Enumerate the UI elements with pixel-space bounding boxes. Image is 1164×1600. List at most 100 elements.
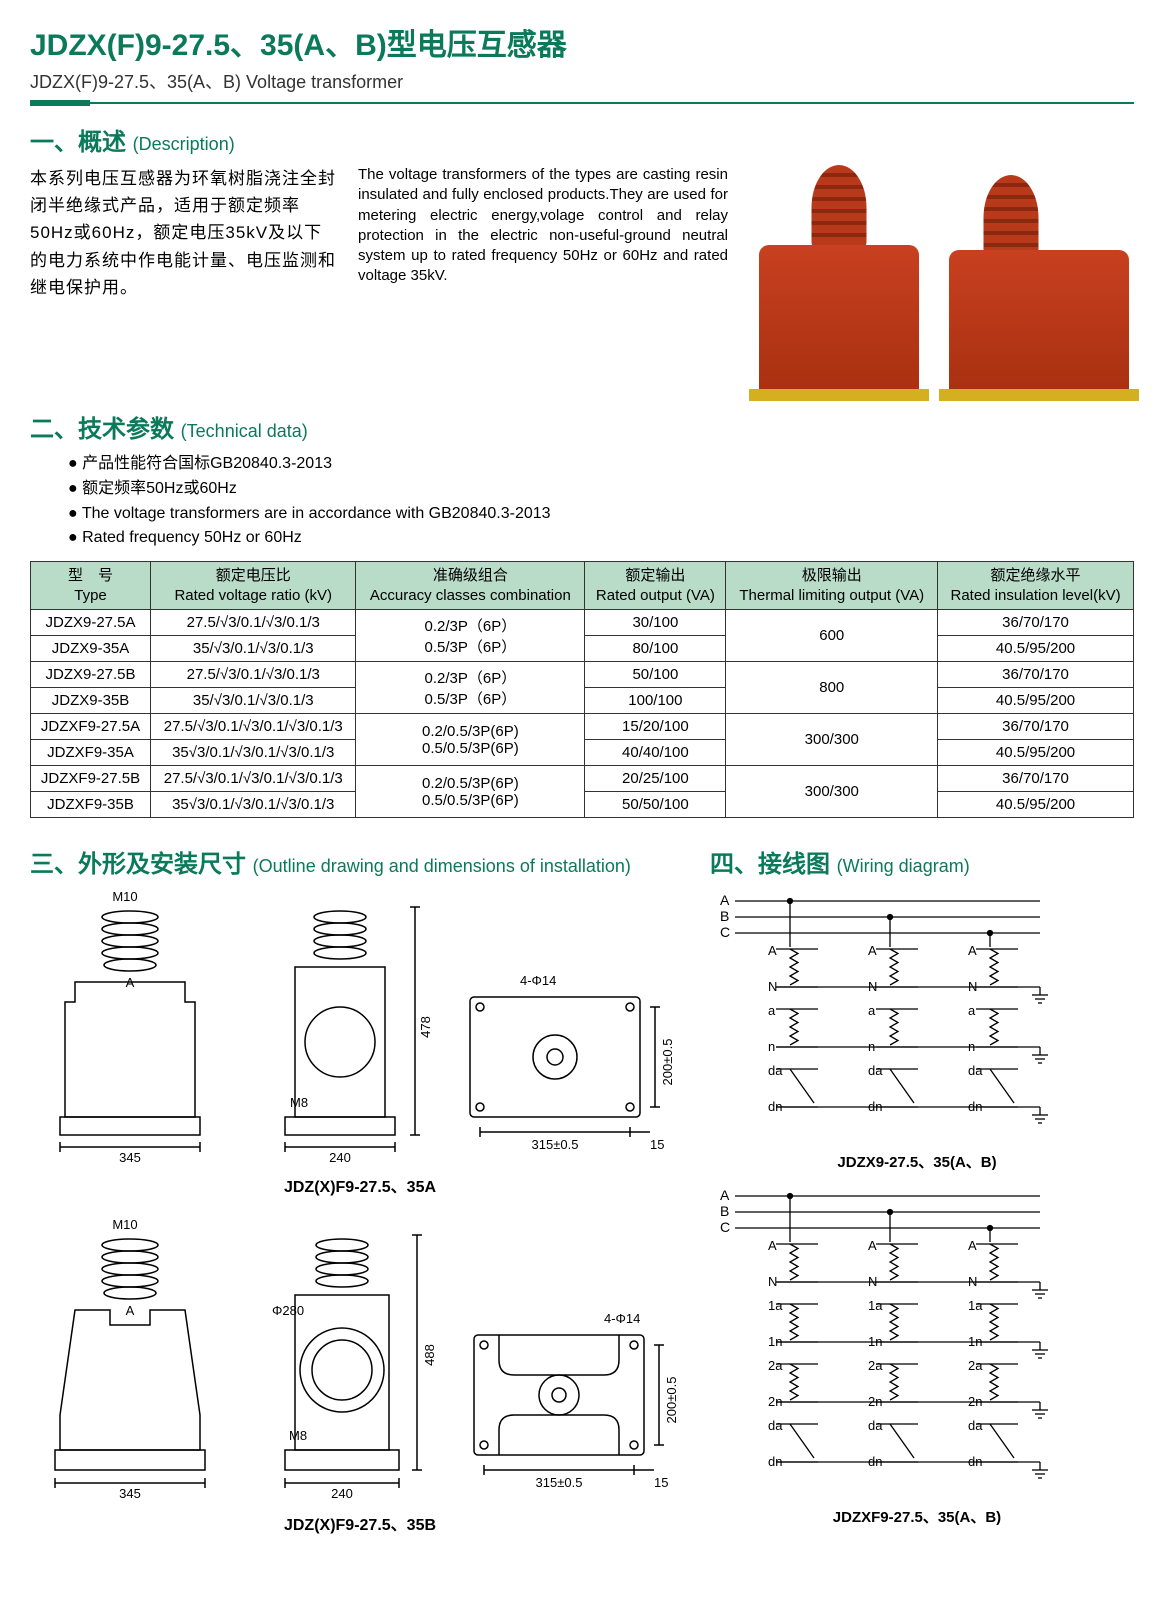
svg-text:da: da (968, 1063, 983, 1078)
svg-text:N: N (768, 979, 777, 994)
table-header: 准确级组合Accuracy classes combination (356, 562, 585, 610)
svg-text:M8: M8 (289, 1428, 307, 1443)
svg-text:B: B (720, 1203, 729, 1219)
svg-text:da: da (868, 1063, 883, 1078)
svg-text:200±0.5: 200±0.5 (664, 1377, 679, 1424)
table-row: JDZX9-27.5B27.5/√3/0.1/√3/0.1/30.2/3P（6P… (31, 662, 1134, 688)
dwg-a-front: M10 A 345 (30, 887, 230, 1167)
table-header: 极限输出Thermal limiting output (VA) (726, 562, 938, 610)
svg-text:M10: M10 (112, 889, 137, 904)
svg-text:345: 345 (119, 1486, 141, 1501)
heading-zh: 二、技术参数 (30, 416, 174, 443)
table-row: JDZXF9-27.5B27.5/√3/0.1/√3/0.1/√3/0.1/30… (31, 766, 1134, 792)
title-sub: JDZX(F)9-27.5、35(A、B) Voltage transforme… (30, 68, 1134, 94)
heading-zh: 一、概述 (30, 129, 126, 156)
svg-text:a: a (768, 1003, 776, 1018)
svg-text:A: A (126, 1303, 135, 1318)
svg-text:da: da (868, 1418, 883, 1433)
svg-text:da: da (968, 1418, 983, 1433)
svg-text:315±0.5: 315±0.5 (532, 1137, 579, 1152)
tech-bullets: 产品性能符合国标GB20840.3-2013额定频率50Hz或60HzThe v… (30, 452, 1134, 551)
heading-zh: 四、接线图 (710, 851, 830, 878)
svg-text:C: C (720, 1219, 730, 1235)
svg-text:2a: 2a (768, 1358, 783, 1373)
svg-text:da: da (768, 1418, 783, 1433)
svg-text:4-Φ14: 4-Φ14 (520, 973, 556, 988)
svg-text:488: 488 (422, 1344, 437, 1366)
svg-text:315±0.5: 315±0.5 (535, 1475, 582, 1490)
svg-text:A: A (768, 1238, 777, 1253)
section-tech-heading: 二、技术参数 (Technical data) (30, 409, 1134, 444)
dwg-b-top: 4-Φ14 200±0.5 315±0.5 15 (454, 1305, 690, 1505)
svg-text:a: a (868, 1003, 876, 1018)
svg-text:N: N (768, 1274, 777, 1289)
svg-text:15: 15 (650, 1137, 664, 1152)
svg-text:240: 240 (331, 1486, 353, 1501)
description-en: The voltage transformers of the types ar… (358, 165, 728, 395)
description-zh: 本系列电压互感器为环氧树脂浇注全封闭半绝缘式产品，适用于额定频率50Hz或60H… (30, 165, 340, 395)
outline-drawings: M10 A 345 M8 (30, 887, 690, 1553)
svg-text:A: A (868, 1238, 877, 1253)
table-row: JDZXF9-27.5A27.5/√3/0.1/√3/0.1/√3/0.1/30… (31, 714, 1134, 740)
tech-bullet: The voltage transformers are in accordan… (68, 502, 1134, 527)
product-photo-b (944, 175, 1134, 395)
dwg-a-side: M8 240 478 (240, 887, 440, 1167)
svg-text:345: 345 (119, 1150, 141, 1165)
svg-text:A: A (768, 943, 777, 958)
dwg-b-front: M10 A 345 (30, 1215, 227, 1505)
dwg-b-side: Φ280 M8 240 488 (237, 1215, 444, 1505)
heading-zh: 三、外形及安装尺寸 (30, 851, 246, 878)
svg-text:478: 478 (418, 1016, 433, 1038)
table-header: 额定电压比Rated voltage ratio (kV) (151, 562, 356, 610)
svg-text:240: 240 (329, 1150, 351, 1165)
description-row: 本系列电压互感器为环氧树脂浇注全封闭半绝缘式产品，适用于额定频率50Hz或60H… (30, 165, 1134, 395)
svg-text:n: n (768, 1039, 775, 1054)
svg-text:1a: 1a (968, 1298, 983, 1313)
svg-text:M8: M8 (290, 1095, 308, 1110)
svg-text:200±0.5: 200±0.5 (660, 1039, 675, 1086)
section-wiring-heading: 四、接线图 (Wiring diagram) (710, 844, 970, 879)
svg-text:A: A (968, 1238, 977, 1253)
heading-en: (Technical data) (181, 421, 308, 441)
spec-table: 型 号Type额定电压比Rated voltage ratio (kV)准确级组… (30, 561, 1134, 818)
heading-en: (Outline drawing and dimensions of insta… (253, 856, 631, 876)
svg-text:C: C (720, 924, 730, 940)
tech-bullet: 产品性能符合国标GB20840.3-2013 (68, 452, 1134, 477)
svg-text:A: A (868, 943, 877, 958)
wiring-diagrams: ABCANANANananandadndadndadn JDZX9-27.5、3… (700, 887, 1134, 1553)
table-header: 额定输出Rated output (VA) (585, 562, 726, 610)
svg-text:2a: 2a (968, 1358, 983, 1373)
heading-en: (Wiring diagram) (837, 856, 970, 876)
svg-text:da: da (768, 1063, 783, 1078)
svg-text:B: B (720, 908, 729, 924)
table-header: 型 号Type (31, 562, 151, 610)
tech-bullet: Rated frequency 50Hz or 60Hz (68, 526, 1134, 551)
dwg-b-label: JDZ(X)F9-27.5、35B (30, 1511, 690, 1535)
svg-text:A: A (720, 1187, 730, 1203)
svg-text:a: a (968, 1003, 976, 1018)
wiring-1-label: JDZX9-27.5、35(A、B) (700, 1151, 1134, 1172)
svg-text:1a: 1a (868, 1298, 883, 1313)
svg-text:2a: 2a (868, 1358, 883, 1373)
svg-text:15: 15 (654, 1475, 668, 1490)
wiring-2-label: JDZXF9-27.5、35(A、B) (700, 1506, 1134, 1527)
heading-en: (Description) (133, 134, 235, 154)
table-header: 额定绝缘水平Rated insulation level(kV) (938, 562, 1134, 610)
title-rule (30, 102, 1134, 104)
product-photo-group (746, 165, 1134, 395)
svg-text:Φ280: Φ280 (272, 1303, 304, 1318)
wiring-diagram-2: ABCANANAN1a1n1a1n1a1n2a2n2a2n2a2ndadndad… (700, 1182, 1080, 1502)
section-outline-heading: 三、外形及安装尺寸 (Outline drawing and dimension… (30, 844, 690, 879)
product-photo-a (754, 165, 924, 395)
dwg-a-top: 4-Φ14 200±0.5 315±0.5 15 (450, 967, 690, 1167)
svg-text:M10: M10 (112, 1217, 137, 1232)
svg-text:1a: 1a (768, 1298, 783, 1313)
svg-text:A: A (720, 892, 730, 908)
svg-text:A: A (968, 943, 977, 958)
tech-bullet: 额定频率50Hz或60Hz (68, 477, 1134, 502)
dwg-a-label: JDZ(X)F9-27.5、35A (30, 1173, 690, 1197)
title-main: JDZX(F)9-27.5、35(A、B)型电压互感器 (30, 20, 1134, 64)
wiring-diagram-1: ABCANANANananandadndadndadn (700, 887, 1080, 1147)
table-row: JDZX9-27.5A27.5/√3/0.1/√3/0.1/30.2/3P（6P… (31, 610, 1134, 636)
section-description-heading: 一、概述 (Description) (30, 122, 1134, 157)
